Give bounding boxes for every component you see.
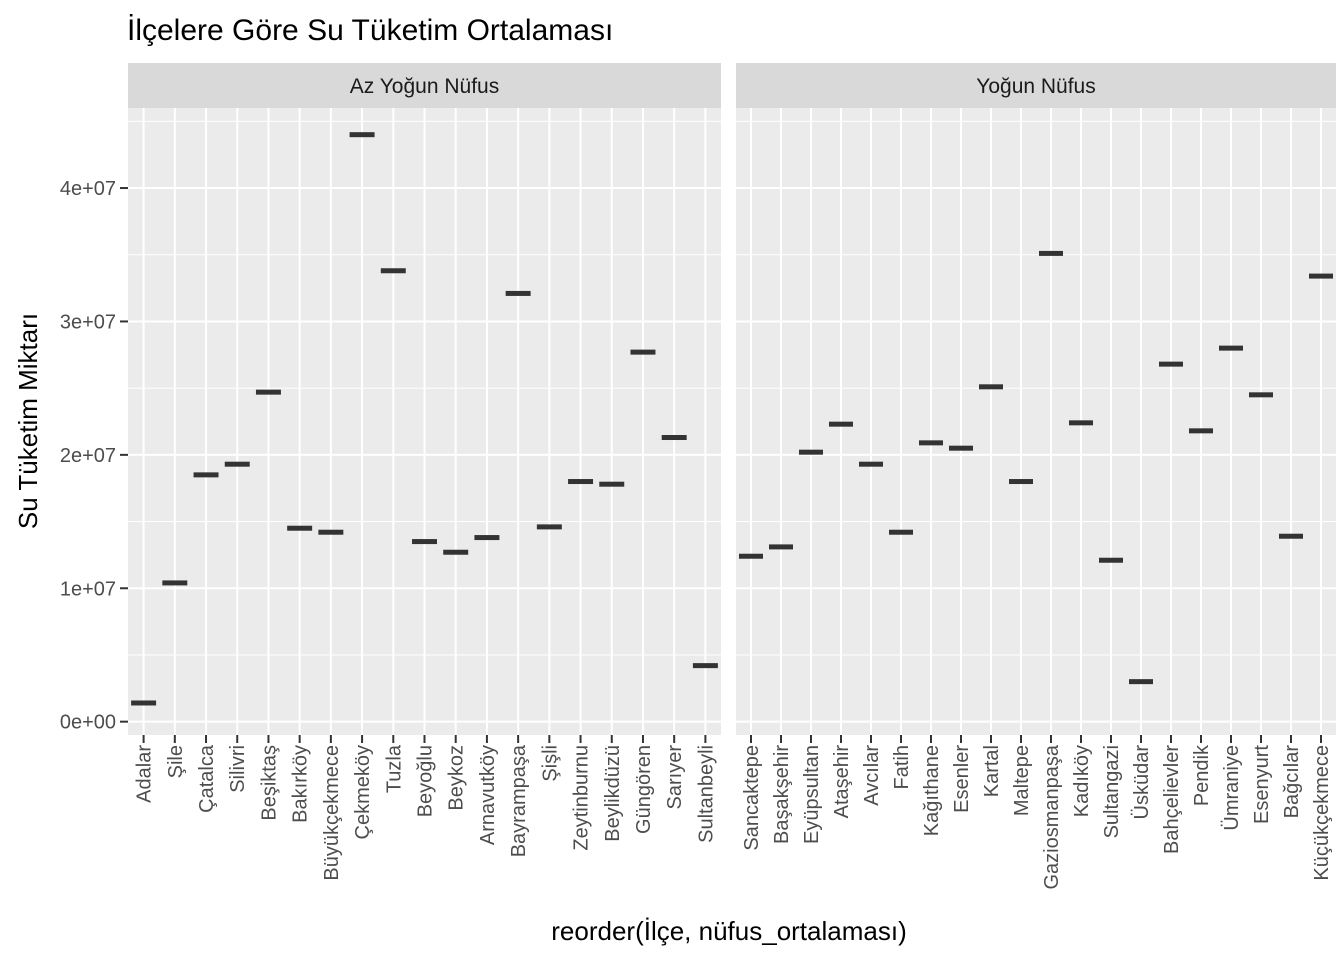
crossbar-mark bbox=[349, 132, 375, 138]
x-tick-label: Şile bbox=[165, 745, 187, 778]
crossbar-mark bbox=[630, 349, 656, 355]
x-tick-label: Zeytinburnu bbox=[571, 745, 593, 851]
y-tick-label: 1e+07 bbox=[60, 578, 116, 600]
x-tick-label: Sarıyer bbox=[664, 745, 686, 810]
x-tick-label: Çekmeköy bbox=[352, 745, 374, 839]
crossbar-mark bbox=[1039, 250, 1063, 256]
crossbar-mark bbox=[162, 580, 188, 586]
crossbar-mark bbox=[1129, 679, 1153, 685]
crossbar-mark bbox=[1309, 273, 1333, 279]
crossbar-mark bbox=[599, 481, 625, 487]
x-tick-label: Beşiktaş bbox=[258, 745, 280, 821]
y-axis-title: Su Tüketim Miktarı bbox=[13, 313, 43, 529]
crossbar-mark bbox=[859, 461, 883, 467]
x-tick-label: Gaziosmanpaşa bbox=[1041, 744, 1063, 889]
crossbar-mark bbox=[949, 445, 973, 451]
x-tick-label: Çatalca bbox=[196, 744, 218, 813]
x-tick-label: Sultangazi bbox=[1101, 745, 1123, 838]
crossbar-mark bbox=[474, 535, 500, 541]
y-axis: 0e+00 1e+07 2e+07 3e+07 4e+07 bbox=[60, 178, 128, 734]
facet-panel: Az Yoğun Nüfus Adalar Şile Çatalca Silivri Be… bbox=[128, 63, 721, 881]
y-tick-label: 3e+07 bbox=[60, 311, 116, 333]
crossbar-mark bbox=[380, 268, 406, 274]
x-tick-label: Esenler bbox=[951, 745, 973, 813]
facet-strip bbox=[736, 63, 1336, 108]
crossbar-mark bbox=[799, 449, 823, 455]
crossbar-mark bbox=[1249, 392, 1273, 398]
crossbar-mark bbox=[1009, 479, 1033, 485]
x-tick-label: Eyüpsultan bbox=[801, 745, 823, 844]
crossbar-mark bbox=[1279, 533, 1303, 539]
x-tick-label: Şişli bbox=[539, 745, 561, 782]
crossbar-mark bbox=[568, 479, 594, 485]
crossbar-mark bbox=[318, 529, 344, 535]
crossbar-mark bbox=[829, 421, 853, 427]
crossbar-mark bbox=[919, 440, 943, 446]
facet-panels: Az Yoğun Nüfus Adalar Şile Çatalca Silivri Be… bbox=[128, 63, 1336, 890]
x-tick-label: Kartal bbox=[981, 745, 1003, 797]
crossbar-mark bbox=[739, 553, 763, 559]
facet-strip bbox=[128, 63, 721, 108]
x-tick-label: Adalar bbox=[134, 745, 156, 803]
panel-background bbox=[736, 108, 1336, 735]
crossbar-mark bbox=[412, 539, 437, 545]
crossbar-mark bbox=[131, 700, 157, 706]
crossbar-mark bbox=[1189, 428, 1213, 434]
strip-label-az-yoğun-nüfus: Az Yoğun Nüfus bbox=[350, 75, 499, 98]
x-tick-label: Bağcılar bbox=[1281, 745, 1303, 819]
x-tick-label: Başakşehir bbox=[771, 745, 793, 844]
strip-label-yoğun-nüfus: Yoğun Nüfus bbox=[976, 75, 1096, 98]
x-tick-label: Kadıköy bbox=[1071, 745, 1093, 817]
x-tick-label: Büyükçekmece bbox=[321, 745, 343, 881]
crossbar-mark bbox=[1219, 345, 1243, 351]
x-tick-label: Beyoğlu bbox=[415, 745, 437, 817]
x-tick-label: Tuzla bbox=[383, 744, 405, 793]
crossbar-mark bbox=[224, 461, 250, 467]
x-tick-label: Kağıthane bbox=[921, 745, 943, 836]
y-tick-label: 2e+07 bbox=[60, 445, 116, 467]
x-tick-label: Silivri bbox=[227, 745, 249, 793]
crossbar-mark bbox=[443, 549, 469, 555]
x-tick-label: Esenyurt bbox=[1251, 745, 1273, 824]
x-tick-label: Bahçelievler bbox=[1161, 745, 1183, 854]
y-tick-label: 4e+07 bbox=[60, 178, 116, 200]
crossbar-mark bbox=[979, 384, 1003, 390]
crossbar-mark bbox=[661, 435, 687, 441]
x-tick-label: Beykoz bbox=[446, 745, 468, 811]
x-tick-label: Arnavutköy bbox=[477, 745, 499, 845]
y-tick-label: 0e+00 bbox=[60, 712, 116, 734]
crossbar-mark bbox=[1099, 557, 1123, 563]
x-axis-title: reorder(İlçe, nüfus_ortalaması) bbox=[551, 916, 906, 946]
x-tick-label: Küçükçekmece bbox=[1311, 745, 1333, 881]
x-tick-label: Bakırköy bbox=[290, 745, 312, 823]
crossbar-mark bbox=[287, 525, 313, 531]
x-tick-label: Avcılar bbox=[861, 745, 883, 806]
x-tick-label: Ümraniye bbox=[1221, 745, 1243, 831]
crossbar-mark bbox=[889, 529, 913, 535]
x-tick-label: Üsküdar bbox=[1131, 745, 1153, 820]
x-tick-label: Güngören bbox=[633, 745, 655, 834]
x-tick-label: Fatih bbox=[891, 745, 913, 789]
crossbar-mark bbox=[692, 663, 718, 669]
crossbar-mark bbox=[505, 290, 531, 296]
x-tick-label: Ataşehir bbox=[831, 745, 853, 819]
crossbar-mark bbox=[1159, 361, 1183, 367]
x-tick-label: Sancaktepe bbox=[741, 745, 763, 851]
x-tick-label: Pendik bbox=[1191, 744, 1213, 806]
x-tick-label: Maltepe bbox=[1011, 745, 1033, 816]
crossbar-mark bbox=[193, 472, 219, 478]
crossbar-mark bbox=[536, 524, 562, 530]
facet-panel: Yoğun Nüfus Sancaktepe Başakşehir Eyüpsulta… bbox=[736, 63, 1336, 890]
x-tick-label: Sultanbeyli bbox=[695, 745, 717, 843]
x-tick-label: Bayrampaşa bbox=[508, 744, 530, 857]
crossbar-mark bbox=[1069, 420, 1093, 426]
x-tick-label: Beylikdüzü bbox=[602, 745, 624, 842]
crossbar-mark bbox=[769, 544, 793, 550]
chart-title: İlçelere Göre Su Tüketim Ortalaması bbox=[127, 14, 613, 47]
crossbar-mark bbox=[255, 389, 281, 395]
